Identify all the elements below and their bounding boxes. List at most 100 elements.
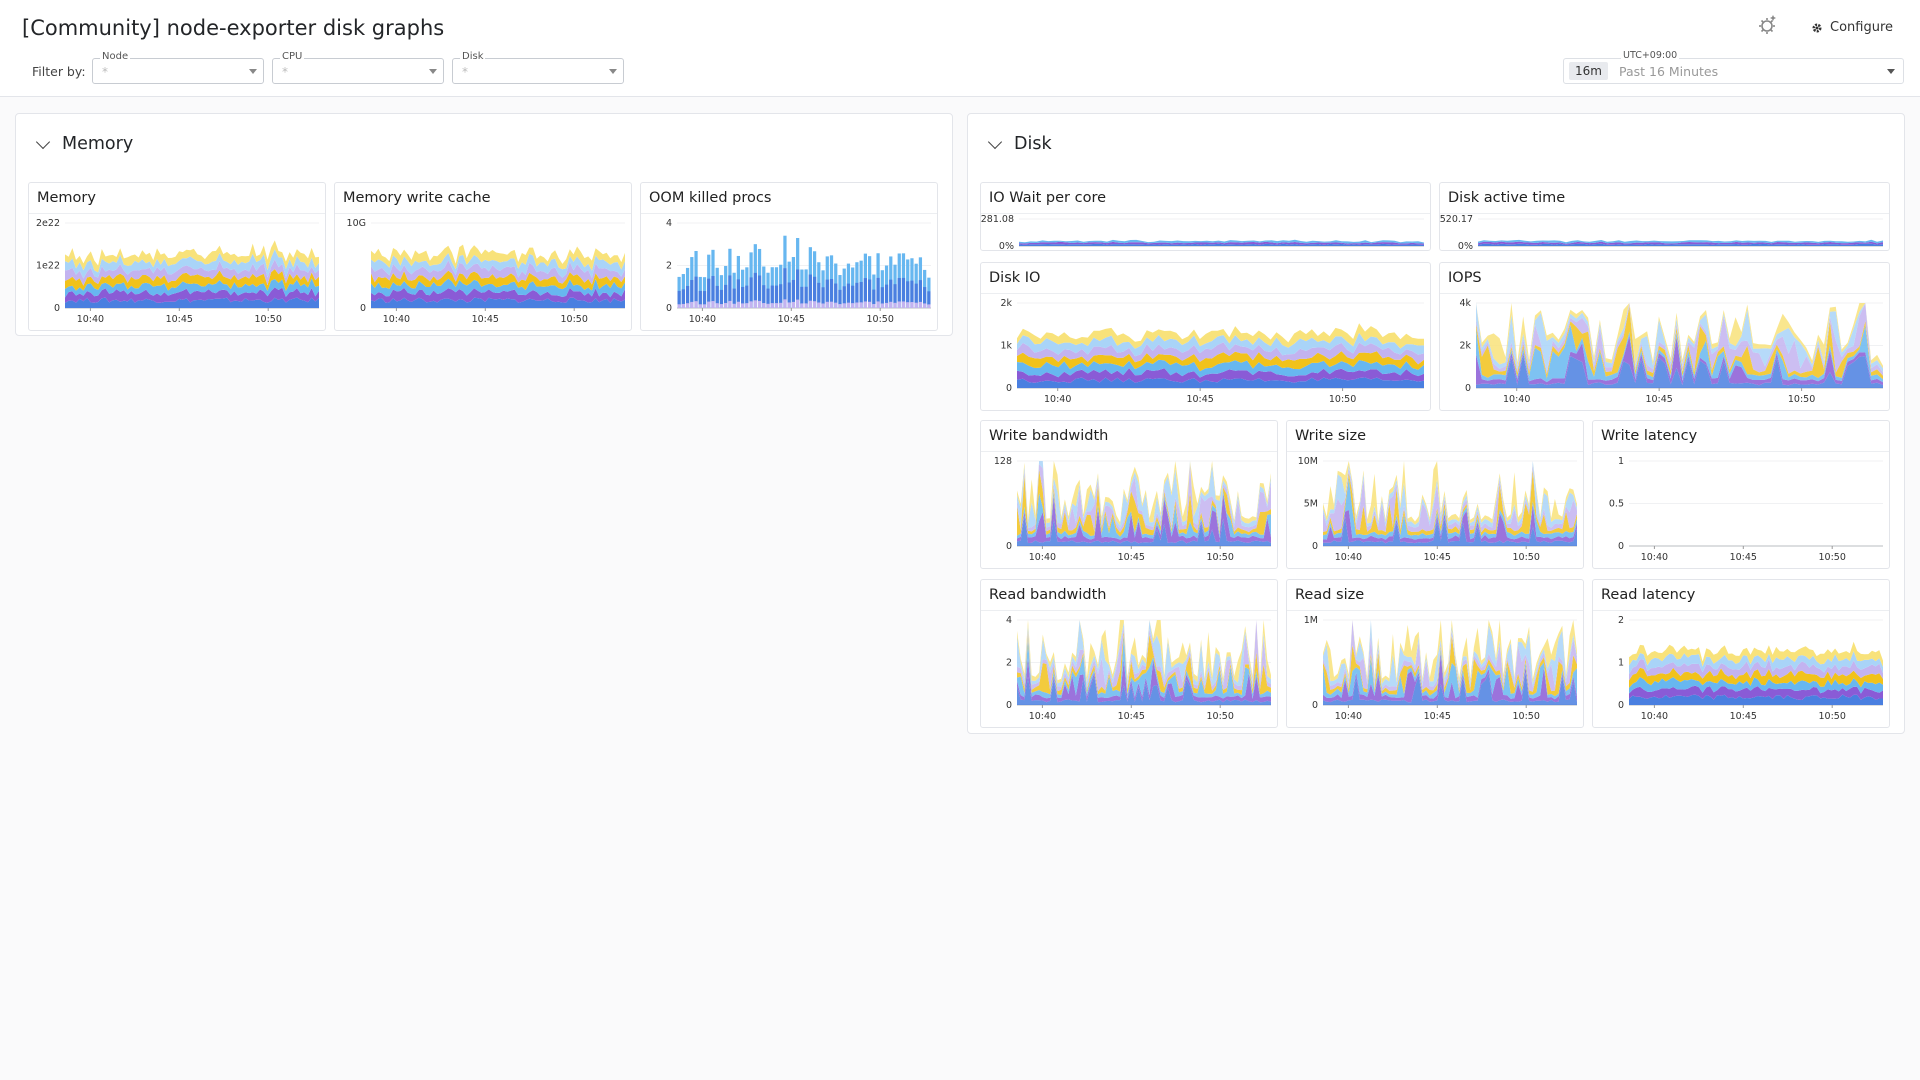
y-tick-label: 0: [666, 303, 672, 314]
chart-bar: [855, 282, 859, 304]
series-area: [1019, 243, 1424, 246]
disk-group-title: Disk: [1014, 134, 1052, 154]
x-tick-label: 10:50: [1513, 711, 1540, 722]
disk-filter-label: Disk: [460, 51, 486, 63]
series-area: [1629, 667, 1883, 688]
series-area: [1323, 648, 1577, 700]
widget-write-size[interactable]: Write size 10M 5M 0 10:40 10:45 10:50: [1286, 420, 1584, 569]
widget-memory[interactable]: Memory 2e22 1e22 0 10:40 10:45 10:50: [28, 182, 326, 331]
widget-chart: 128 0 10:40 10:45 10:50: [994, 456, 1271, 563]
y-tick-label: 1e22: [36, 261, 60, 272]
y-tick-label: 281.08: [981, 214, 1014, 225]
widget-chart: 1 0.5 0 10:40 10:45 10:50: [1609, 456, 1883, 563]
y-tick-label: 0: [1618, 700, 1624, 711]
series-area: [1017, 658, 1271, 703]
chart-bar: [812, 276, 817, 303]
series-area: [1323, 469, 1577, 536]
y-tick-label: 5M: [1304, 499, 1318, 510]
cpu-filter-select[interactable]: CPU *: [272, 51, 444, 84]
widget-read-latency[interactable]: Read latency 2 1 0 10:40 10:45 10:50: [1592, 579, 1890, 728]
widget-title: Disk IO: [989, 270, 1041, 286]
series-area: [1019, 239, 1424, 244]
widget-title: IO Wait per core: [989, 190, 1107, 206]
time-range-picker[interactable]: UTC+09:00 16m Past 16 Minutes: [1563, 50, 1904, 84]
widget-chart: 2e22 1e22 0 10:40 10:45 10:50: [36, 218, 319, 325]
node-filter-label: Node: [100, 51, 131, 63]
widget-chart: 520.17 0%: [1440, 214, 1883, 252]
x-tick-label: 10:45: [1424, 711, 1451, 722]
widget-disk-active-time[interactable]: Disk active time 520.17 0%: [1439, 182, 1890, 252]
chart-bar: [842, 286, 846, 305]
widget-write-bandwidth[interactable]: Write bandwidth 128 0 10:40 10:45 10:50: [980, 420, 1278, 569]
chart-bar: [685, 303, 690, 308]
series-area: [1629, 659, 1883, 681]
widget-divider: [981, 293, 1430, 294]
widget-title: Read latency: [1601, 587, 1696, 603]
series-area: [1017, 515, 1271, 546]
y-tick-label: 4: [1006, 615, 1012, 626]
y-tick-label: 2k: [1459, 341, 1471, 352]
x-tick-label: 10:40: [1335, 552, 1362, 563]
node-filter-select[interactable]: Node *: [92, 51, 264, 84]
y-tick-label: 4k: [1459, 298, 1471, 309]
disk-filter-select[interactable]: Disk *: [452, 51, 624, 84]
chart-bar: [724, 284, 728, 304]
series-area: [1476, 303, 1883, 373]
chart-bar: [880, 303, 884, 308]
widget-chart: 1M 0 10:40 10:45 10:50: [1304, 615, 1577, 722]
series-area: [1017, 461, 1271, 526]
chart-bar: [901, 301, 906, 308]
widget-memory-write-cache[interactable]: Memory write cache 10G 0 10:40 10:45 10:50: [334, 182, 632, 331]
widget-chart: 10M 5M 0 10:40 10:45 10:50: [1298, 456, 1577, 563]
chart-bar: [859, 302, 863, 308]
disk-filter-value: *: [462, 65, 468, 79]
series-area: [1629, 641, 1883, 667]
widget-oom-killed-procs[interactable]: OOM killed procs 4 2 0 10:40 10:45 10:50: [640, 182, 938, 331]
chart-bar: [821, 287, 825, 305]
x-tick-label: 10:45: [1118, 552, 1145, 563]
widget-title: Memory write cache: [343, 190, 491, 206]
memory-group-toggle[interactable]: Memory: [35, 134, 133, 154]
chart-bar: [825, 279, 829, 303]
widget-chart: 10G 0 10:40 10:45 10:50: [347, 218, 625, 325]
disk-group-toggle[interactable]: Disk: [987, 134, 1052, 154]
series-area: [65, 297, 319, 308]
chart-bar: [889, 301, 893, 308]
chart-bar: [791, 301, 796, 308]
widget-disk-io[interactable]: Disk IO 2k 1k 0 10:40 10:45 10:50: [980, 262, 1431, 411]
widget-read-bandwidth[interactable]: Read bandwidth 4 2 0 10:40 10:45 10:50: [980, 579, 1278, 728]
y-tick-label: 2k: [1000, 298, 1012, 309]
configure-button[interactable]: Configure: [1810, 20, 1893, 35]
series-area: [1323, 461, 1577, 528]
chart-bar: [702, 291, 707, 305]
ai-sparkle-icon[interactable]: [1756, 14, 1778, 36]
y-tick-label: 10G: [347, 218, 366, 229]
series-area: [65, 287, 319, 303]
widget-divider: [981, 213, 1430, 214]
chart-bar: [741, 303, 745, 308]
chart-bar: [728, 275, 732, 303]
chart-bar: [698, 290, 702, 305]
chart-bar: [923, 303, 927, 308]
widget-divider: [335, 213, 631, 214]
cpu-filter-label: CPU: [280, 51, 305, 63]
chart-bar: [927, 304, 931, 308]
chart-bar: [808, 274, 812, 302]
widget-divider: [1287, 610, 1583, 611]
chart-bar: [732, 288, 736, 305]
series-area: [1323, 477, 1577, 540]
series-area: [1017, 359, 1424, 378]
series-area: [1323, 635, 1577, 697]
series-area: [65, 240, 319, 273]
widget-iops[interactable]: IOPS 4k 2k 0 10:40 10:45 10:50: [1439, 262, 1890, 411]
series-area: [371, 270, 625, 291]
chart-bar: [766, 303, 770, 308]
chart-bar: [779, 302, 783, 308]
chart-bar: [906, 281, 910, 304]
widget-write-latency[interactable]: Write latency 1 0.5 0 10:40 10:45 10:50: [1592, 420, 1890, 569]
x-tick-label: 10:45: [1730, 552, 1757, 563]
widget-io-wait-per-core[interactable]: IO Wait per core 281.08 0%: [980, 182, 1431, 252]
widget-read-size[interactable]: Read size 1M 0 10:40 10:45 10:50: [1286, 579, 1584, 728]
chart-bar: [927, 291, 931, 305]
chart-bar: [736, 301, 740, 308]
